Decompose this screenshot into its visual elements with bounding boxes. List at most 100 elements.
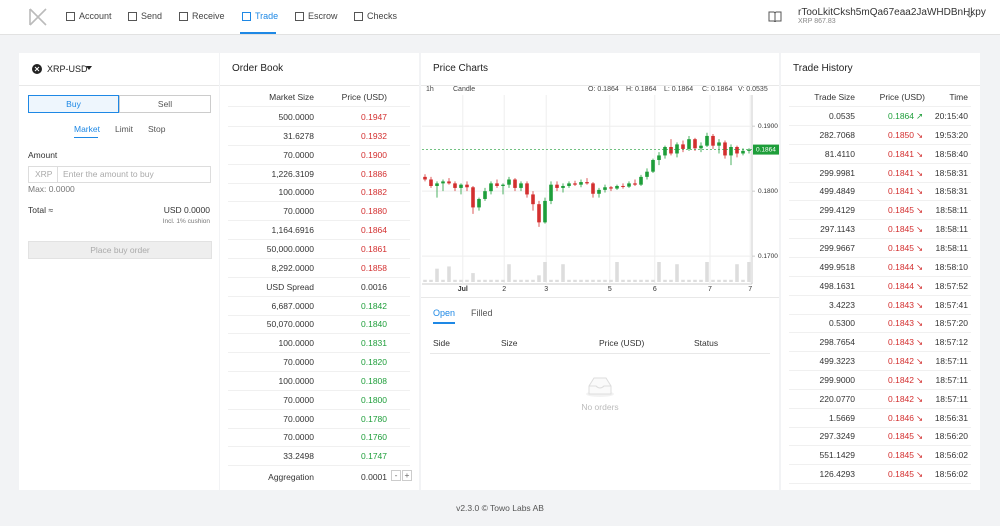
x-tick-label: 7	[748, 286, 752, 293]
orders-tab[interactable]: Open	[433, 308, 456, 318]
ask-row: 1,164.6916	[271, 225, 314, 236]
volume-bar	[693, 279, 697, 282]
active-underline	[74, 137, 98, 138]
volume-bar	[687, 279, 691, 282]
volume-bar	[699, 279, 703, 282]
y-tick-label: 0.1900	[758, 123, 778, 130]
candle-body	[603, 187, 607, 190]
volume-bar	[477, 279, 481, 282]
nav-item[interactable]: Escrow	[308, 11, 338, 21]
volume-bar	[711, 279, 715, 282]
orders-tab[interactable]: Filled	[471, 308, 493, 318]
trade-direction: ↘	[916, 242, 924, 253]
aggregation-button[interactable]: +	[402, 469, 412, 481]
candle-body	[747, 149, 751, 151]
nav-icon[interactable]	[242, 12, 251, 21]
candle-body	[471, 187, 475, 208]
candle-body	[615, 185, 619, 189]
footer: v2.3.0 © Towo Labs AB	[456, 503, 544, 513]
ask-row: 0.1932	[361, 130, 387, 141]
aggregation-button[interactable]: -	[391, 469, 401, 481]
ohlcv-legend: C: 0.1864	[702, 86, 732, 93]
row-divider	[789, 162, 971, 164]
input-currency: XRP	[35, 169, 53, 179]
trade-size: 299.9667	[819, 242, 855, 253]
nav-icon[interactable]	[179, 12, 188, 21]
row-divider	[228, 126, 410, 127]
column-header: Status	[694, 338, 719, 348]
bid-row: 0.1747	[361, 451, 387, 462]
volume-bar	[639, 279, 643, 282]
candle-body	[489, 183, 493, 192]
candle-body	[717, 142, 721, 146]
volume-bar	[603, 279, 607, 282]
trade-time: 18:57:52	[934, 280, 968, 291]
row-divider	[228, 144, 410, 146]
trade-direction: ↘	[916, 261, 924, 272]
trade-time: 18:58:11	[935, 242, 968, 253]
trade-price: 0.1845	[888, 450, 914, 461]
row-divider	[789, 219, 971, 221]
trade-size: 297.1143	[820, 224, 855, 235]
trade-price: 0.1844	[888, 261, 914, 272]
active-underline	[433, 322, 455, 324]
trade-price: 0.1845	[888, 431, 914, 442]
trade-price: 0.1844	[888, 280, 914, 291]
order-type-tab[interactable]: Stop	[148, 124, 166, 134]
order-type-tab[interactable]: Limit	[115, 124, 133, 134]
trade-size: 499.9518	[819, 261, 855, 272]
candle-body	[669, 146, 673, 154]
trade-size: 3.4223	[829, 299, 855, 310]
account-chevron[interactable]	[966, 13, 974, 19]
trade-direction: ↗	[916, 111, 924, 121]
nav-active-underline	[240, 32, 276, 34]
trade-price: 0.1841	[888, 148, 914, 159]
nav-item[interactable]: Send	[141, 11, 163, 21]
volume-bar	[441, 279, 445, 282]
row-divider	[228, 201, 410, 203]
trade-time: 18:58:10	[934, 261, 968, 272]
account-address[interactable]: rTooLkitCksh5mQa67eaa2JaWHDBnHkpy	[798, 7, 986, 18]
candle-body	[537, 204, 541, 223]
ask-row: 100.0000	[278, 187, 314, 198]
volume-bar	[681, 279, 685, 282]
nav-item[interactable]: Account	[79, 11, 112, 21]
volume-bar	[531, 279, 535, 282]
spread-row: 0.0016	[361, 281, 387, 292]
trade-time: 18:56:02	[934, 450, 968, 461]
column-header: Price (USD)	[879, 92, 925, 102]
candle-body	[609, 187, 613, 189]
column-header: Trade Size	[814, 92, 855, 102]
candle-body	[519, 183, 523, 188]
trade-direction: ↘	[916, 205, 924, 216]
row-divider	[228, 333, 410, 335]
row-divider	[789, 370, 971, 372]
logo[interactable]	[29, 8, 47, 26]
candle-body	[453, 183, 457, 188]
buy-tab[interactable]: Buy	[28, 95, 119, 113]
place-order-button[interactable]: Place buy order	[28, 241, 212, 259]
candle-body	[459, 184, 463, 188]
trade-size: 299.4129	[819, 205, 855, 216]
nav-icon[interactable]	[295, 12, 304, 21]
row-divider	[789, 407, 971, 409]
pair-caret[interactable]	[86, 66, 92, 71]
nav-item[interactable]: Checks	[367, 11, 398, 21]
volume-bar	[627, 279, 631, 282]
row-divider	[228, 295, 410, 297]
book-icon[interactable]	[768, 11, 782, 22]
row-divider	[228, 314, 410, 316]
amount-input[interactable]	[28, 166, 211, 183]
nav-icon[interactable]	[66, 12, 75, 21]
nav-icon[interactable]	[354, 12, 363, 21]
pair-selector[interactable]: XRP-USD	[47, 64, 88, 74]
sell-tab[interactable]: Sell	[119, 95, 211, 113]
nav-icon[interactable]	[128, 12, 137, 21]
nav-item[interactable]: Receive	[192, 11, 225, 21]
empty-icon	[586, 377, 614, 397]
volume-bar	[723, 279, 727, 282]
nav-item[interactable]: Trade	[255, 11, 279, 21]
order-type-tab[interactable]: Market	[74, 124, 100, 134]
x-tick-label: 2	[502, 286, 506, 293]
candle-body	[561, 185, 565, 188]
